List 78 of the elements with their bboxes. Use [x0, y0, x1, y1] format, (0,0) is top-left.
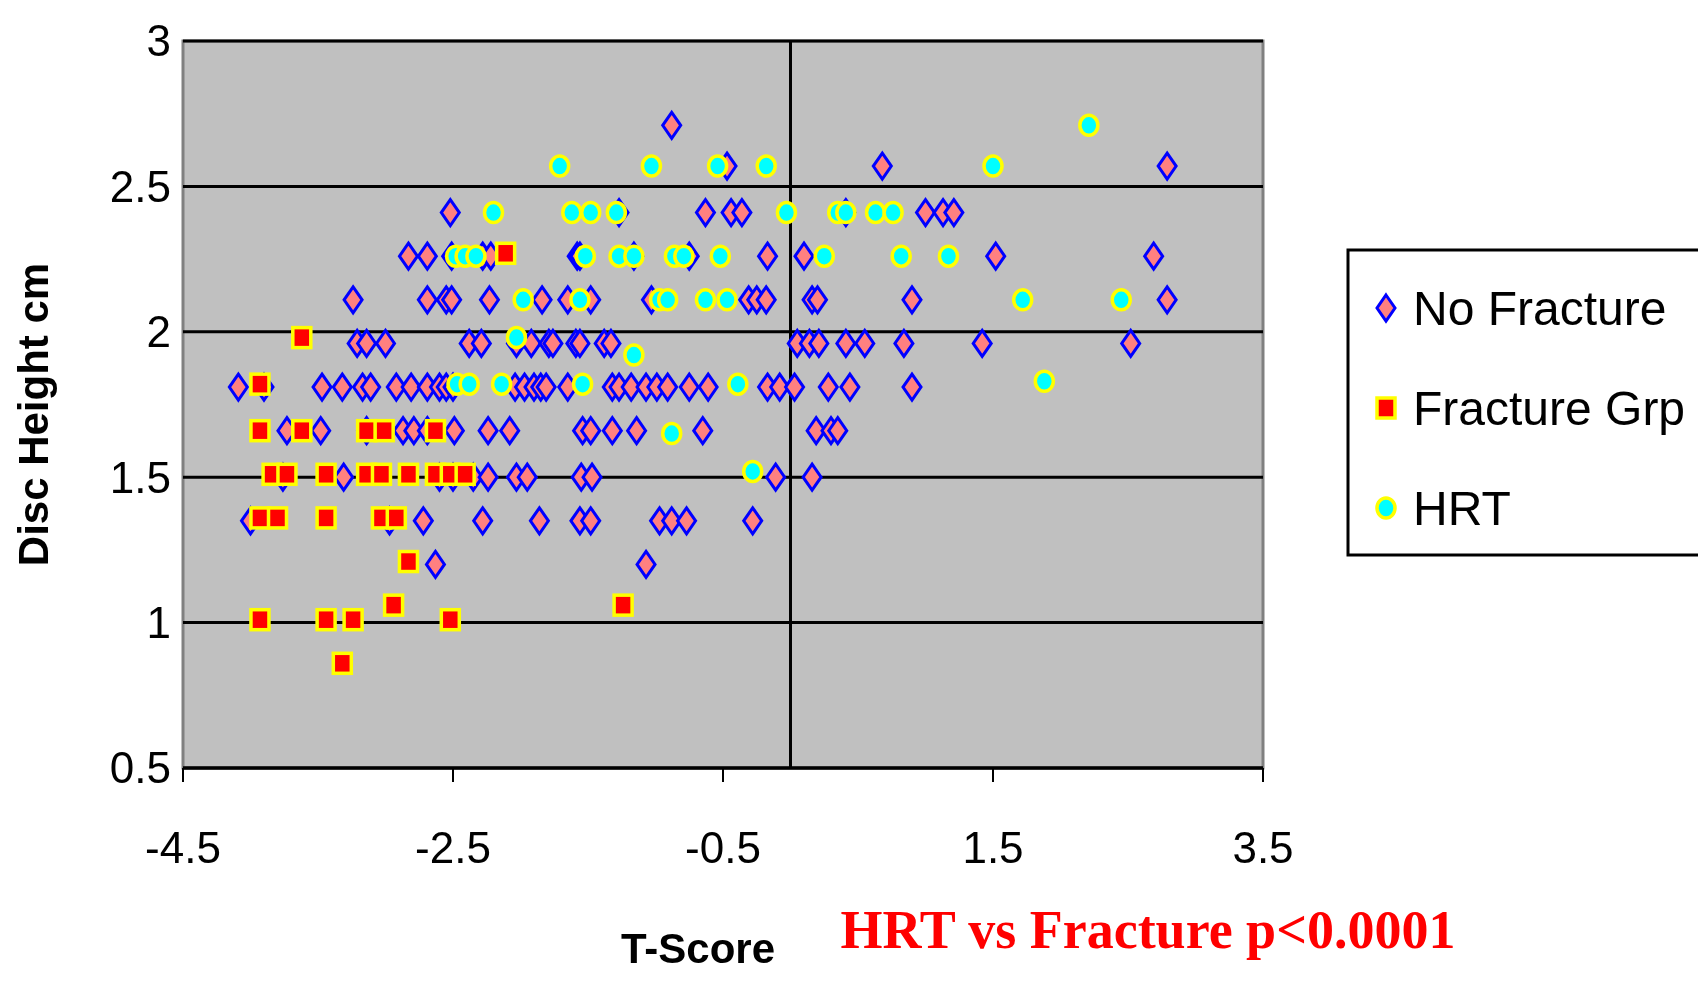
point — [458, 372, 480, 396]
point — [741, 459, 764, 484]
point — [385, 506, 408, 530]
point — [512, 288, 534, 312]
legend-label: Fracture Grp — [1413, 381, 1686, 435]
y-tick-label: 1.5 — [109, 452, 171, 502]
point — [331, 651, 354, 676]
point — [605, 200, 628, 225]
point — [397, 462, 420, 487]
x-tick-label: -2.5 — [415, 823, 491, 872]
point — [982, 154, 1004, 178]
point — [315, 506, 337, 530]
text: HRT vs Fracture p<0.0001 — [840, 900, 1456, 960]
point — [569, 288, 591, 312]
point — [864, 200, 887, 225]
point — [342, 607, 364, 632]
point — [454, 462, 476, 487]
point — [505, 325, 528, 350]
point — [656, 288, 679, 312]
point — [1033, 369, 1056, 393]
point — [882, 200, 904, 225]
y-tick-label: 0.5 — [109, 743, 171, 793]
point — [623, 343, 645, 367]
legend-label: HRT — [1413, 481, 1511, 535]
point — [490, 372, 513, 396]
legend-label: No Fracture — [1413, 281, 1667, 335]
x-tick-label: -4.5 — [145, 823, 221, 872]
point — [266, 506, 289, 530]
point — [276, 462, 298, 487]
x-axis-title: T-Score — [620, 925, 776, 972]
y-tick-label: 1 — [146, 598, 171, 647]
point — [315, 607, 337, 632]
point — [494, 241, 517, 266]
point — [439, 607, 462, 632]
point — [315, 462, 337, 487]
point — [640, 154, 663, 178]
point — [694, 288, 717, 312]
x-tick-label: -0.5 — [685, 823, 761, 872]
point — [755, 154, 777, 178]
point — [397, 549, 420, 574]
point — [716, 288, 738, 312]
point — [660, 421, 683, 446]
point — [813, 244, 835, 268]
y-tick-label: 2 — [146, 307, 171, 357]
point — [1078, 113, 1100, 138]
point — [465, 244, 487, 268]
point — [249, 418, 271, 443]
point — [775, 200, 798, 225]
point — [424, 418, 447, 443]
point — [623, 244, 645, 268]
y-tick-label: 3 — [146, 16, 171, 66]
point — [548, 154, 571, 178]
point — [937, 244, 960, 268]
point — [574, 244, 597, 268]
x-tick-label: 1.5 — [962, 823, 1024, 872]
point — [1110, 288, 1132, 312]
point — [727, 372, 749, 396]
point — [370, 462, 393, 487]
point — [249, 607, 271, 632]
point — [673, 244, 695, 268]
point — [1011, 288, 1034, 312]
point — [835, 200, 857, 225]
point — [561, 200, 583, 225]
point — [373, 418, 395, 443]
point — [579, 200, 602, 225]
point — [706, 154, 729, 178]
point — [291, 325, 313, 350]
point — [890, 244, 912, 268]
point — [612, 593, 634, 617]
point — [249, 372, 271, 396]
point — [291, 418, 313, 443]
point — [482, 200, 505, 225]
y-tick-label: 2.5 — [109, 161, 171, 211]
point — [709, 244, 732, 268]
x-tick-label: 3.5 — [1232, 823, 1294, 872]
point — [571, 372, 594, 396]
y-axis-title: Disc Height cm — [10, 262, 57, 567]
point — [382, 593, 405, 617]
